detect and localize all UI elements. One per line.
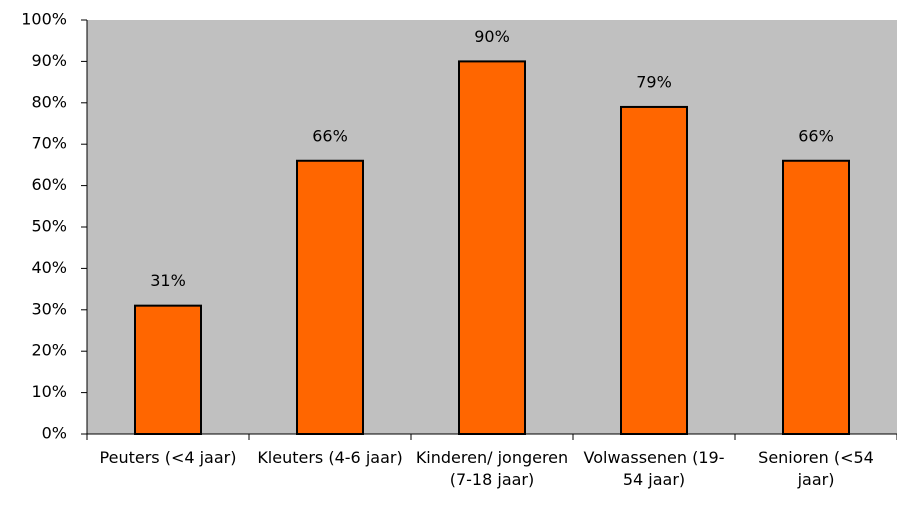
data-label: 66%	[312, 126, 348, 145]
x-tick-label: Kinderen/ jongeren (7-18 jaar)	[415, 448, 569, 489]
x-tick-label: Peuters (<4 jaar)	[99, 448, 237, 467]
y-tick-label: 70%	[31, 134, 67, 153]
bar	[134, 304, 202, 435]
x-tick-label: Kleuters (4-6 jaar)	[257, 448, 403, 467]
y-tick-label: 10%	[31, 382, 67, 401]
y-tick-label: 40%	[31, 258, 67, 277]
bar	[782, 159, 850, 435]
y-tick-label: 100%	[21, 10, 67, 29]
x-tick-label: Volwassenen (19-54 jaar)	[583, 448, 725, 489]
bar	[458, 60, 526, 436]
bar	[620, 105, 688, 435]
data-label: 66%	[798, 126, 834, 145]
y-tick-label: 30%	[31, 299, 67, 318]
bar	[296, 159, 364, 435]
data-label: 90%	[474, 27, 510, 46]
data-label: 31%	[150, 271, 186, 290]
y-tick-label: 20%	[31, 341, 67, 360]
y-tick-label: 0%	[42, 424, 67, 443]
y-tick-label: 80%	[31, 92, 67, 111]
y-tick-label: 60%	[31, 175, 67, 194]
x-tick-label: Senioren (<54 jaar)	[758, 448, 874, 489]
y-tick-label: 90%	[31, 51, 67, 70]
y-tick-label: 50%	[31, 217, 67, 236]
data-label: 79%	[636, 72, 672, 91]
